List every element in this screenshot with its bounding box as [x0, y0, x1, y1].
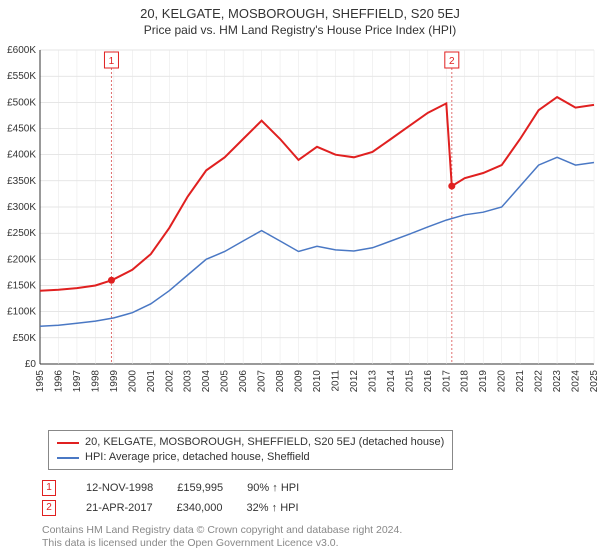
svg-text:£600K: £600K: [7, 45, 36, 56]
chart-subtitle: Price paid vs. HM Land Registry's House …: [0, 23, 600, 37]
chart-svg: £0 £50K £100K £150K £200K £250K £300K £350K £400…: [0, 44, 600, 424]
svg-text:2012: 2012: [349, 370, 360, 393]
legend-box: 20, KELGATE, MOSBOROUGH, SHEFFIELD, S20 …: [48, 430, 453, 470]
event-hpi-change: 32% ↑ HPI: [247, 502, 299, 514]
svg-text:2003: 2003: [183, 370, 194, 393]
svg-text:2015: 2015: [404, 370, 415, 393]
svg-text:2: 2: [449, 56, 455, 67]
legend-label: HPI: Average price, detached house, Shef…: [85, 450, 310, 465]
svg-text:2023: 2023: [552, 370, 563, 393]
svg-text:2018: 2018: [460, 370, 471, 393]
svg-text:2016: 2016: [423, 370, 434, 393]
price-chart: £0 £50K £100K £150K £200K £250K £300K £350K £400…: [0, 44, 600, 424]
svg-text:2013: 2013: [367, 370, 378, 393]
event-row: 1 12-NOV-1998 £159,995 90% ↑ HPI: [42, 480, 299, 496]
svg-text:2024: 2024: [571, 370, 582, 393]
legend-swatch: [57, 442, 79, 444]
svg-text:2000: 2000: [127, 370, 138, 393]
event-price: £159,995: [177, 482, 223, 494]
svg-text:2005: 2005: [220, 370, 231, 393]
event-date: 12-NOV-1998: [86, 482, 153, 494]
event-marker-icon: 2: [42, 500, 56, 516]
legend-item-hpi: HPI: Average price, detached house, Shef…: [57, 450, 444, 465]
sale-events: 1 12-NOV-1998 £159,995 90% ↑ HPI 2 21-AP…: [42, 476, 299, 516]
up-arrow-icon: ↑: [272, 502, 278, 514]
up-arrow-icon: ↑: [272, 482, 278, 494]
svg-text:2020: 2020: [497, 370, 508, 393]
svg-text:2008: 2008: [275, 370, 286, 393]
svg-text:1999: 1999: [109, 370, 120, 393]
svg-text:£400K: £400K: [7, 150, 36, 161]
svg-text:2021: 2021: [515, 370, 526, 393]
svg-text:£450K: £450K: [7, 124, 36, 135]
svg-text:2014: 2014: [386, 370, 397, 393]
svg-text:2002: 2002: [164, 370, 175, 393]
svg-text:2019: 2019: [478, 370, 489, 393]
svg-text:£200K: £200K: [7, 254, 36, 265]
svg-text:2025: 2025: [589, 370, 600, 393]
legend-swatch: [57, 457, 79, 459]
svg-text:1: 1: [109, 56, 115, 67]
svg-text:£250K: £250K: [7, 228, 36, 239]
svg-text:£300K: £300K: [7, 202, 36, 213]
svg-text:1995: 1995: [35, 370, 46, 393]
event-price: £340,000: [177, 502, 223, 514]
event-marker-icon: 1: [42, 480, 56, 496]
svg-text:£500K: £500K: [7, 97, 36, 108]
svg-text:2006: 2006: [238, 370, 249, 393]
svg-text:2022: 2022: [534, 370, 545, 393]
event-row: 2 21-APR-2017 £340,000 32% ↑ HPI: [42, 500, 299, 516]
svg-text:£50K: £50K: [13, 333, 37, 344]
svg-text:2010: 2010: [312, 370, 323, 393]
svg-text:£550K: £550K: [7, 71, 36, 82]
svg-text:2001: 2001: [146, 370, 157, 393]
svg-text:1998: 1998: [90, 370, 101, 393]
svg-text:1996: 1996: [53, 370, 64, 393]
svg-text:£150K: £150K: [7, 281, 36, 292]
svg-text:2011: 2011: [330, 370, 341, 392]
svg-text:£100K: £100K: [7, 307, 36, 318]
svg-text:2007: 2007: [257, 370, 268, 393]
svg-text:£350K: £350K: [7, 176, 36, 187]
svg-text:2009: 2009: [294, 370, 305, 393]
svg-text:£0: £0: [25, 359, 37, 370]
svg-text:1997: 1997: [72, 370, 83, 393]
svg-text:2017: 2017: [441, 370, 452, 393]
chart-title: 20, KELGATE, MOSBOROUGH, SHEFFIELD, S20 …: [0, 6, 600, 21]
svg-text:2004: 2004: [201, 370, 212, 393]
event-date: 21-APR-2017: [86, 502, 153, 514]
legend-label: 20, KELGATE, MOSBOROUGH, SHEFFIELD, S20 …: [85, 435, 444, 450]
copyright-text: Contains HM Land Registry data © Crown c…: [42, 524, 402, 550]
legend-item-property: 20, KELGATE, MOSBOROUGH, SHEFFIELD, S20 …: [57, 435, 444, 450]
event-hpi-change: 90% ↑ HPI: [247, 482, 299, 494]
